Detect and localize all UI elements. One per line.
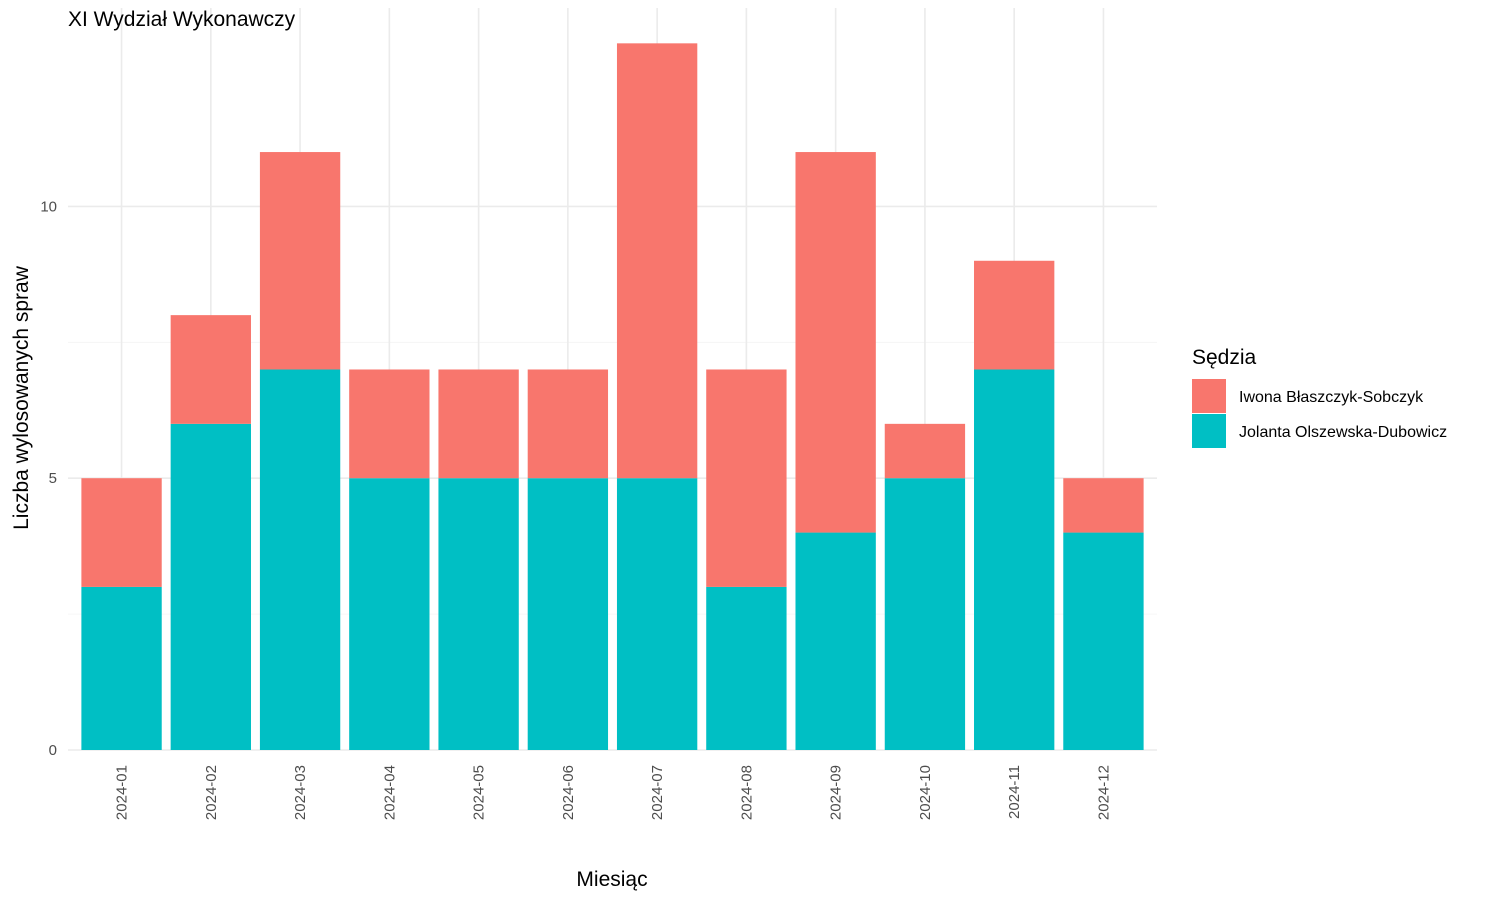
bar-segment-2024-03-series-0 (259, 369, 341, 750)
bar-segment-2024-02-series-1 (170, 315, 251, 424)
y-tick-label: 10 (40, 198, 57, 215)
bar-segment-2024-08-series-1 (706, 369, 787, 587)
bar-segment-2024-12-series-1 (1063, 478, 1144, 533)
bar-segment-2024-03-series-1 (259, 152, 341, 370)
bar-segment-2024-10-series-1 (884, 423, 966, 479)
x-tick-label: 2024-02 (203, 765, 220, 820)
y-tick-label: 5 (49, 470, 57, 487)
y-axis-title: Liczba wylosowanych spraw (10, 265, 33, 530)
x-axis-ticks: 2024-01 2024-02 2024-03 2024-04 2024-05 2024-… (114, 765, 1113, 820)
x-tick-label: 2024-10 (917, 765, 934, 820)
x-tick-label: 2024-07 (649, 765, 666, 820)
legend-label-0: Iwona Błaszczyk-Sobczyk (1239, 389, 1424, 406)
y-tick-label: 0 (49, 742, 57, 759)
legend-key-0 (1192, 379, 1226, 413)
bar-segment-2024-07-series-1 (616, 43, 698, 479)
bar-segment-2024-01-series-1 (81, 478, 162, 587)
bar-segment-2024-09-series-0 (795, 532, 876, 750)
legend-label-1: Jolanta Olszewska-Dubowicz (1239, 424, 1447, 441)
bar-segment-2024-12-series-0 (1063, 532, 1144, 750)
bar-segment-2024-11-series-0 (974, 369, 1055, 750)
x-tick-label: 2024-05 (471, 765, 488, 820)
bar-segment-2024-06-series-0 (527, 478, 609, 750)
legend-title: Sędzia (1192, 346, 1257, 369)
x-tick-label: 2024-09 (828, 765, 845, 820)
x-tick-label: 2024-04 (381, 765, 398, 820)
bar-segment-2024-02-series-0 (170, 423, 251, 750)
x-tick-label: 2024-08 (738, 765, 755, 820)
legend: Sędzia Iwona Błaszczyk-Sobczyk Jolanta Ol… (1192, 346, 1447, 448)
bar-segment-2024-04-series-0 (349, 478, 430, 750)
bar-segment-2024-08-series-0 (706, 586, 787, 750)
bars (81, 43, 1144, 750)
x-tick-label: 2024-03 (292, 765, 309, 820)
bar-segment-2024-06-series-1 (527, 369, 609, 479)
chart-title: XI Wydział Wykonawczy (68, 8, 296, 31)
bar-segment-2024-10-series-0 (884, 478, 966, 750)
bar-segment-2024-01-series-0 (81, 586, 162, 750)
bar-segment-2024-09-series-1 (795, 152, 876, 533)
bar-segment-2024-04-series-1 (349, 369, 430, 479)
x-tick-label: 2024-12 (1095, 765, 1112, 820)
x-tick-label: 2024-11 (1006, 765, 1023, 819)
bar-segment-2024-07-series-0 (616, 478, 698, 750)
bar-segment-2024-05-series-0 (438, 478, 519, 750)
x-tick-label: 2024-01 (114, 765, 131, 820)
y-axis-ticks: 0 5 10 (40, 198, 57, 759)
bar-segment-2024-11-series-1 (974, 260, 1055, 370)
x-tick-label: 2024-06 (560, 765, 577, 820)
bar-segment-2024-05-series-1 (438, 369, 519, 479)
x-axis-title: Miesiąc (576, 868, 647, 891)
legend-key-1 (1192, 414, 1226, 448)
